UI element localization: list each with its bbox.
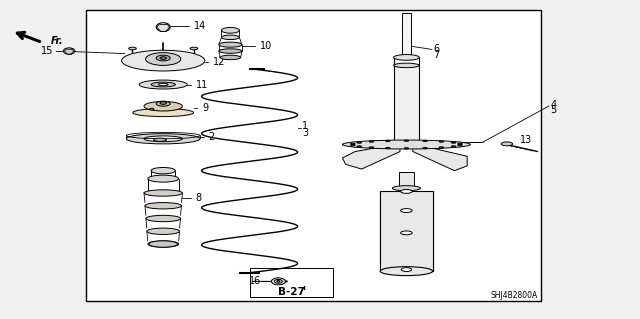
Text: 4: 4 <box>550 100 557 110</box>
Text: 13: 13 <box>520 135 532 145</box>
Ellipse shape <box>190 47 198 50</box>
Ellipse shape <box>144 101 182 111</box>
Bar <box>403 13 411 57</box>
Ellipse shape <box>404 140 409 141</box>
Ellipse shape <box>401 231 412 235</box>
Ellipse shape <box>140 80 187 89</box>
Ellipse shape <box>221 35 239 40</box>
Ellipse shape <box>156 55 170 61</box>
Ellipse shape <box>146 53 180 65</box>
Polygon shape <box>413 144 467 171</box>
Ellipse shape <box>151 82 175 87</box>
Bar <box>86 10 541 301</box>
Ellipse shape <box>148 241 178 247</box>
Ellipse shape <box>148 241 179 247</box>
Bar <box>380 191 433 271</box>
Ellipse shape <box>401 209 412 212</box>
Ellipse shape <box>439 147 444 148</box>
Ellipse shape <box>144 190 182 196</box>
Ellipse shape <box>122 50 205 71</box>
Text: 10: 10 <box>260 41 272 51</box>
Ellipse shape <box>401 189 412 193</box>
Text: 16: 16 <box>249 276 261 286</box>
Ellipse shape <box>357 146 362 147</box>
Text: 14: 14 <box>194 20 206 31</box>
Text: 2: 2 <box>209 132 215 142</box>
Ellipse shape <box>380 267 433 276</box>
Ellipse shape <box>458 145 462 146</box>
Ellipse shape <box>151 167 175 174</box>
Ellipse shape <box>439 141 444 142</box>
Ellipse shape <box>129 47 136 50</box>
Ellipse shape <box>394 55 419 60</box>
Ellipse shape <box>275 279 282 283</box>
Ellipse shape <box>156 23 170 32</box>
Ellipse shape <box>385 147 390 149</box>
Bar <box>394 65 419 145</box>
Text: B-27: B-27 <box>278 287 305 297</box>
Ellipse shape <box>147 228 179 234</box>
Text: 12: 12 <box>213 57 225 67</box>
Ellipse shape <box>126 134 200 144</box>
Ellipse shape <box>160 102 166 104</box>
Ellipse shape <box>156 101 170 106</box>
Ellipse shape <box>154 138 166 141</box>
Ellipse shape <box>458 143 462 145</box>
Ellipse shape <box>451 142 456 143</box>
Polygon shape <box>342 144 400 169</box>
Ellipse shape <box>423 147 428 149</box>
Text: 6: 6 <box>433 44 440 55</box>
Text: 11: 11 <box>196 79 208 90</box>
Text: 7: 7 <box>433 50 440 60</box>
Ellipse shape <box>133 108 194 117</box>
Ellipse shape <box>144 136 182 142</box>
Ellipse shape <box>404 148 409 149</box>
Ellipse shape <box>219 42 242 47</box>
Ellipse shape <box>351 143 355 145</box>
Ellipse shape <box>160 57 166 59</box>
Ellipse shape <box>451 146 456 147</box>
Ellipse shape <box>219 49 242 53</box>
Ellipse shape <box>369 141 374 142</box>
Ellipse shape <box>150 108 154 110</box>
Ellipse shape <box>63 48 75 54</box>
Text: 3: 3 <box>302 128 308 138</box>
Text: 5: 5 <box>550 105 557 115</box>
Text: 9: 9 <box>202 103 209 114</box>
Ellipse shape <box>342 140 470 149</box>
Ellipse shape <box>146 215 180 222</box>
Ellipse shape <box>220 55 241 60</box>
Ellipse shape <box>392 186 420 191</box>
Ellipse shape <box>423 140 428 142</box>
Text: 15: 15 <box>41 46 53 56</box>
Ellipse shape <box>158 84 168 86</box>
Ellipse shape <box>501 142 513 146</box>
Ellipse shape <box>276 281 280 282</box>
Ellipse shape <box>221 27 239 33</box>
Text: SHJ4B2800A: SHJ4B2800A <box>490 291 538 300</box>
Text: 8: 8 <box>196 193 202 203</box>
Ellipse shape <box>351 145 355 146</box>
Ellipse shape <box>145 203 182 209</box>
Bar <box>399 172 414 187</box>
Ellipse shape <box>394 63 419 68</box>
Text: Fr.: Fr. <box>51 36 64 47</box>
Bar <box>250 268 333 297</box>
Ellipse shape <box>271 278 285 285</box>
Ellipse shape <box>385 140 390 142</box>
Ellipse shape <box>148 175 179 182</box>
Ellipse shape <box>369 147 374 148</box>
Text: 1: 1 <box>302 121 308 131</box>
Ellipse shape <box>401 268 412 271</box>
Ellipse shape <box>357 142 362 143</box>
